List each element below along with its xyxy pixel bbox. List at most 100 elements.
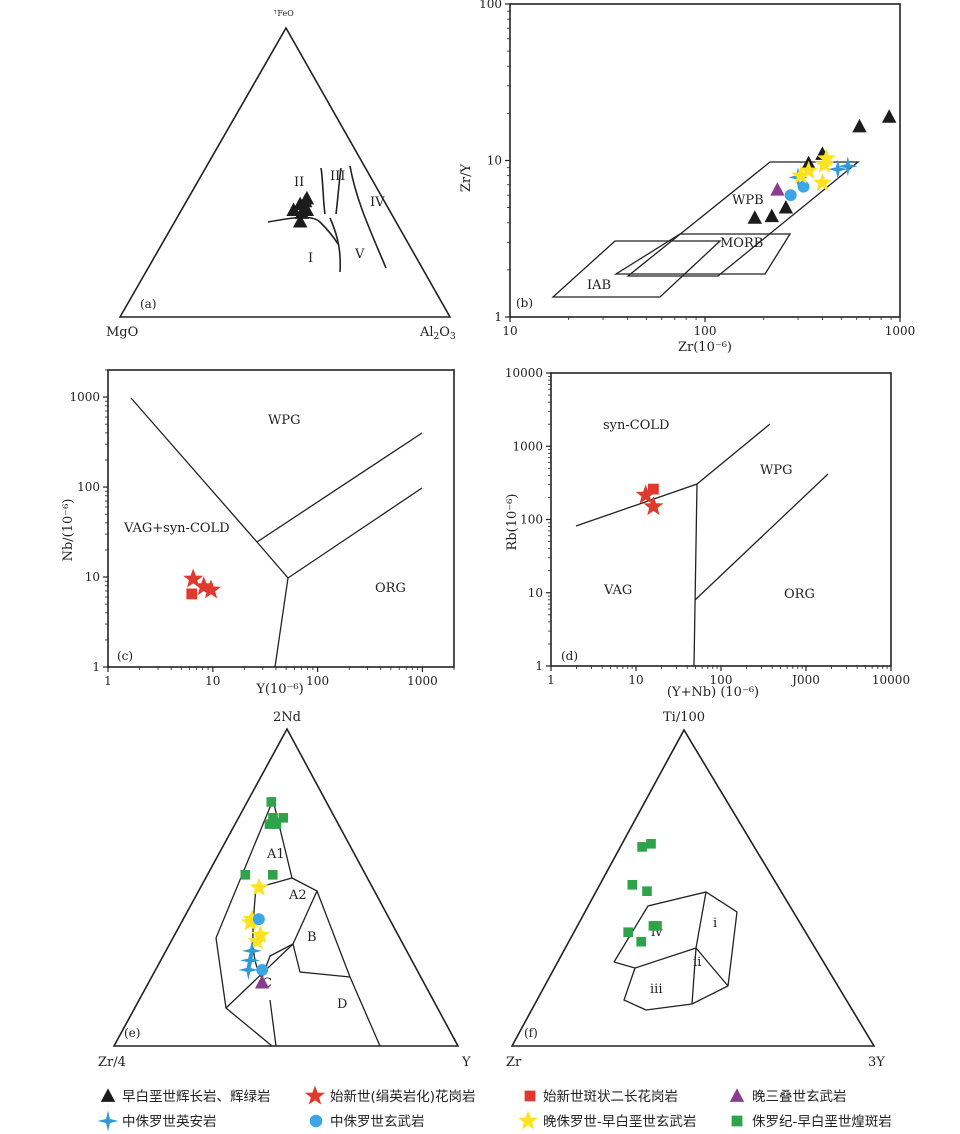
data-point-green_square (637, 842, 647, 852)
x-tick-label: 10 (502, 324, 517, 338)
boundary-a-4 (349, 165, 387, 269)
x-tick-label: 1 (547, 673, 555, 687)
legend-item-5: 中侏罗世玄武岩 (309, 1113, 425, 1130)
panel-b: IAB MORB WPB (b) Zr/Y Zr(10⁻⁶) 10 100 1000… (459, 0, 915, 355)
data-point-green_square (636, 936, 646, 947)
vertex-zr4-label: Zr/4 (98, 1055, 126, 1070)
plot-frame-c (107, 369, 455, 668)
data-point-blue_circle (797, 180, 810, 193)
vertex-al2o3-label: Al2O3 (419, 325, 456, 342)
ticks-panel-d: 1 10 100 J000 10000 1 10 100 1000 10000 (505, 366, 910, 687)
field-label-A1: A1 (266, 847, 285, 862)
field-label-iii: iii (650, 982, 662, 997)
data-point-black_triangle (852, 118, 867, 133)
x-tick-label: 1000 (885, 324, 916, 338)
legend-label-3: 晚三叠世玄武岩 (752, 1088, 847, 1105)
boundary-f-outline (613, 891, 738, 1011)
boundary-a-1 (267, 216, 339, 245)
legend-item-1: 始新世(绢英岩化)花岗岩 (304, 1085, 476, 1105)
data-point-red_square (186, 588, 198, 600)
panel-label-f: (f) (524, 1026, 538, 1040)
boundary-e-7 (225, 942, 351, 1009)
y-tick-label: 1000 (512, 439, 543, 453)
field-label-wpb: WPB (732, 193, 764, 208)
data-point-green_square (627, 880, 638, 890)
y-tick-label: 1 (494, 310, 502, 324)
legend-marker-7 (731, 1115, 743, 1127)
field-label-morb: MORB (720, 236, 763, 251)
y-tick-label: 10 (85, 570, 100, 584)
y-tick-label: 1 (535, 659, 543, 673)
y-tick-label: 10 (528, 586, 543, 600)
boundary-e-6 (215, 937, 273, 1047)
points-panel-d (635, 483, 664, 516)
boundary-e-8 (269, 999, 277, 1047)
field-label-org-d: ORG (784, 587, 815, 602)
field-label-II: II (294, 175, 304, 190)
boundary-e-1 (272, 799, 381, 1047)
boundary-c-2 (256, 432, 423, 543)
boundary-d-3 (694, 473, 829, 601)
field-label-vag-d: VAG (603, 583, 632, 598)
x-tick-label: 10000 (872, 673, 910, 687)
x-tick-label: 100 (710, 673, 733, 687)
y-tick-label: 10 (487, 154, 502, 168)
xlabel-c: Y(10⁻⁶) (255, 682, 303, 697)
field-label-A2: A2 (288, 888, 307, 903)
data-point-green_square (240, 870, 251, 880)
data-point-green_square (264, 819, 275, 829)
data-point-yellow_star (812, 172, 832, 191)
legend-item-6: 晚侏罗世-早白垩世玄武岩 (517, 1110, 696, 1130)
ternary-frame-e (112, 727, 460, 1047)
field-label-III: III (330, 169, 345, 184)
ylabel-b: Zr/Y (459, 163, 474, 192)
data-point-green_square (648, 921, 659, 931)
points-panel-f (623, 839, 662, 947)
points-panel-b (747, 109, 897, 224)
data-point-purple_triangle (770, 182, 785, 196)
x-tick-label: 10 (205, 674, 220, 688)
panel-e: A1 A2 B C D 2Nd Zr/4 Y (e) (98, 710, 471, 1070)
boundary-c-3 (287, 487, 423, 579)
vertex-mgo-label: MgO (106, 325, 138, 340)
y-tick-label: 100 (479, 0, 502, 11)
legend-marker-0 (100, 1088, 116, 1102)
panel-d: syn-COLD WPG VAG ORG (d) Rb(10⁻⁶) (Y+Nb)… (505, 366, 910, 700)
plot-frame-b (509, 3, 901, 318)
field-label-D: D (337, 997, 347, 1012)
boundary-a-2 (320, 167, 326, 215)
legend: 早白垩世辉长岩、辉绿岩 始新世(绢英岩化)花岗岩 始新世斑状二长花岗岩 晚三叠世… (97, 1085, 892, 1132)
field-label-vag-c: VAG+syn-COLD (123, 521, 230, 536)
field-label-ii: ii (693, 955, 701, 970)
vertex-y-label: Y (461, 1055, 471, 1070)
panel-label-d: (d) (561, 649, 578, 663)
data-point-yellow_star (249, 877, 269, 896)
data-point-green_square (268, 870, 278, 880)
ylabel-c: Nb/(10⁻⁶) (61, 499, 76, 562)
x-tick-label: 1000 (407, 674, 438, 688)
data-point-green_square (266, 797, 277, 807)
panel-label-e: (e) (124, 1026, 140, 1040)
data-point-black_triangle (882, 109, 897, 123)
boundary-a-3 (335, 167, 342, 215)
panel-f: i ii iii iv Ti/100 Zr 3Y (f) (506, 710, 885, 1070)
legend-label-1: 始新世(绢英岩化)花岗岩 (330, 1088, 476, 1105)
x-tick-label: 1 (104, 674, 112, 688)
data-point-black_triangle (747, 210, 762, 224)
y-tick-label: 1000 (69, 390, 100, 404)
field-label-V: V (354, 247, 365, 262)
field-wpb (626, 161, 860, 277)
legend-marker-2 (524, 1090, 536, 1102)
field-iab (551, 240, 722, 298)
legend-label-4: 中侏罗世英安岩 (122, 1113, 217, 1130)
data-point-black_triangle (764, 208, 779, 223)
boundary-f-3 (691, 947, 697, 1005)
x-tick-label: 100 (694, 324, 717, 338)
x-tick-label: J000 (790, 673, 820, 687)
legend-marker-6 (517, 1110, 539, 1130)
legend-marker-4 (97, 1110, 119, 1132)
ternary-frame-f (510, 728, 876, 1047)
legend-label-6: 晚侏罗世-早白垩世玄武岩 (543, 1113, 696, 1130)
